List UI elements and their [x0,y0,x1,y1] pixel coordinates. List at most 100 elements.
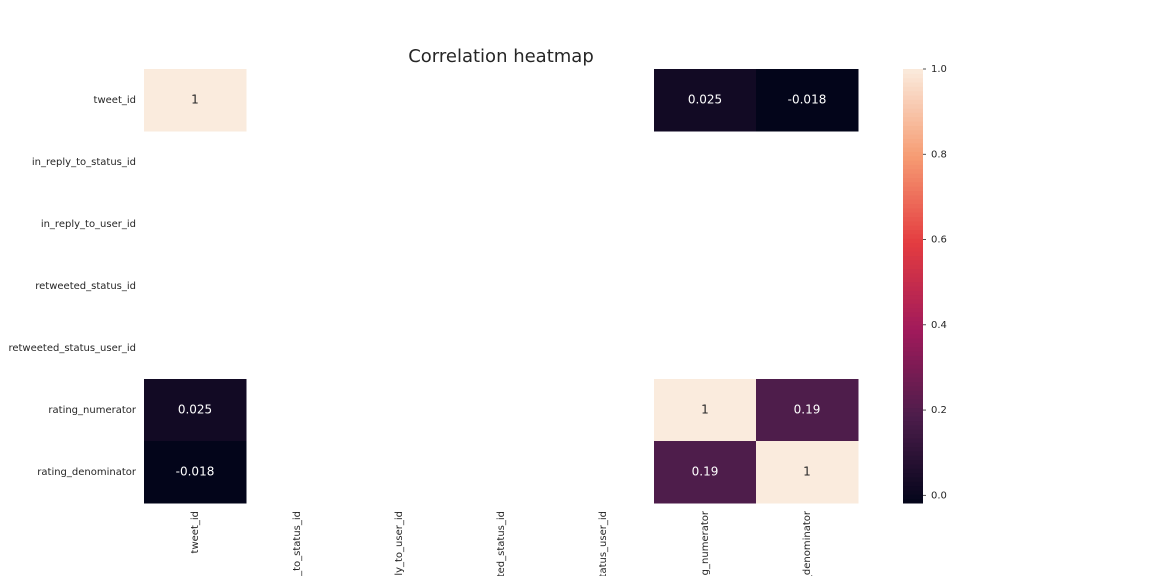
colorbar-segment [903,147,923,152]
colorbar-segment [903,77,923,83]
y-tick-label: in_reply_to_user_id [41,219,136,230]
colorbar-segment [903,494,923,500]
colorbar-segment [903,459,923,465]
colorbar-segment [903,307,923,313]
colorbar-segment [903,325,923,330]
colorbar-segment [903,168,923,174]
colorbar-segment [903,372,923,378]
heatmap-cell [144,379,247,442]
colorbar-segment [903,246,923,252]
colorbar-segment [903,108,923,113]
heatmap-cell [144,69,247,132]
cell-label: 1 [803,465,811,479]
colorbar-tick-label: 0.4 [931,320,947,331]
colorbar-segment [903,199,923,205]
colorbar-segment [903,125,923,131]
colorbar-segment [903,86,923,92]
colorbar-segment [903,476,923,482]
colorbar-segment [903,251,923,257]
colorbar-segment [903,290,923,296]
colorbar-segment [903,203,923,209]
colorbar-segment [903,173,923,178]
colorbar-segment [903,303,923,309]
colorbar-segment [903,177,923,183]
y-tick-label: retweeted_status_id [35,281,136,292]
heatmap-cell [654,379,757,442]
colorbar-segment [903,242,923,248]
x-tick-label: rating_numerator [700,510,711,576]
colorbar-segment [903,164,923,170]
heatmap-cell [756,69,859,132]
chart-title: Correlation heatmap [408,46,594,67]
y-tick-label: rating_denominator [37,467,137,478]
colorbar-segment [903,216,923,222]
colorbar-segment [903,420,923,426]
cell-label: -0.018 [176,465,215,479]
cell-label: 1 [701,403,709,417]
y-tick-label: retweeted_status_user_id [8,343,136,354]
colorbar-segment [903,134,923,139]
colorbar-segment [903,112,923,118]
colorbar-segment [903,121,923,126]
colorbar-segment [903,116,923,122]
colorbar-segment [903,281,923,287]
y-tick-label: rating_numerator [48,405,136,416]
colorbar-segment [903,429,923,435]
x-tick-label: retweeted_status_id [496,511,507,576]
colorbar-segment [903,225,923,231]
colorbar-segment [903,264,923,270]
colorbar-tick-label: 0.0 [931,490,947,501]
colorbar-segment [903,455,923,461]
colorbar-segment [903,442,923,448]
colorbar-segment [903,333,923,339]
cell-label: 0.19 [692,465,719,479]
x-tick-label: tweet_id [190,511,201,553]
colorbar-segment [903,359,923,365]
colorbar-segment [903,407,923,413]
heatmap-cell [756,441,859,504]
colorbar-segment [903,450,923,456]
colorbar-segment [903,160,923,165]
heatmap-cell [144,441,247,504]
colorbar-segment [903,233,923,239]
colorbar-segment [903,259,923,265]
colorbar-segment [903,381,923,387]
colorbar-segment [903,294,923,300]
colorbar-segment [903,346,923,352]
colorbar-segment [903,277,923,283]
colorbar-segment [903,212,923,218]
cell-label: 1 [191,93,199,107]
colorbar-segment [903,181,923,187]
heatmap-cell [654,69,757,132]
colorbar-segment [903,90,923,96]
colorbar-segment [903,186,923,192]
colorbar-tick-label: 0.2 [931,405,947,416]
colorbar-segment [903,138,923,144]
colorbar-segment [903,207,923,213]
cell-label: 0.025 [688,93,722,107]
colorbar-segment [903,286,923,291]
colorbar-segment [903,424,923,430]
colorbar-segment [903,229,923,235]
colorbar-segment [903,364,923,369]
colorbar-segment [903,385,923,391]
colorbar-segment [903,320,923,326]
colorbar-segment [903,129,923,135]
colorbar-tick-label: 0.6 [931,235,947,246]
y-tick-label: in_reply_to_status_id [32,157,136,168]
colorbar-tick-label: 0.8 [931,149,947,160]
colorbar-segment [903,355,923,361]
colorbar-segment [903,446,923,452]
colorbar-segment [903,155,923,161]
colorbar-segment [903,82,923,87]
colorbar-segment [903,73,923,79]
colorbar-segment [903,485,923,491]
colorbar-segment [903,481,923,487]
colorbar-segment [903,489,923,495]
colorbar-segment [903,433,923,439]
colorbar-segment [903,95,923,100]
colorbar-segment [903,403,923,409]
colorbar-segment [903,238,923,244]
colorbar-segment [903,342,923,348]
